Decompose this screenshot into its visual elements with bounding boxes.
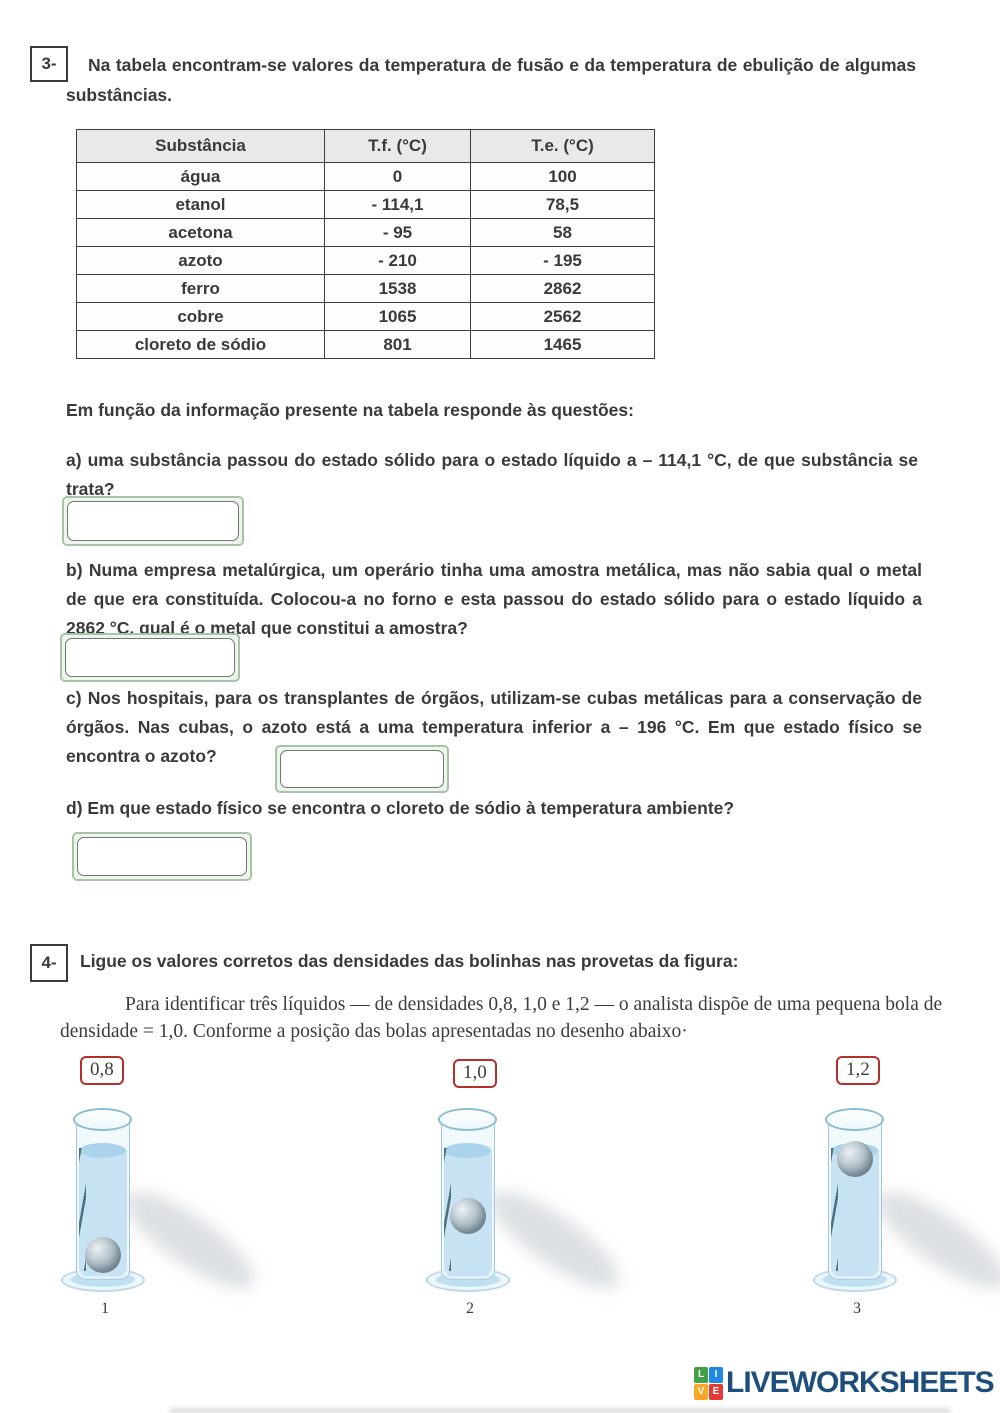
cell-te: 2862 [470,274,655,303]
question-4-passage: Para identificar três líquidos — de dens… [60,994,943,1042]
cell-substance: ferro [76,274,325,303]
cell-substance: água [76,162,325,191]
cell-te: - 195 [470,246,655,275]
table-row: acetona - 95 58 [76,218,655,247]
cell-tf: - 95 [324,218,471,247]
question-3d-body: Em que estado físico se encontra o clore… [87,798,735,818]
cell-substance: etanol [76,190,325,219]
question-4-number: 4- [41,953,57,972]
question-3-prompt: Em função da informação presente na tabe… [66,400,634,420]
question-3d-text: d) Em que estado físico se encontra o cl… [66,794,922,823]
cell-te: 78,5 [470,190,655,219]
cylinder-rim [825,1108,884,1131]
cylinder-tube [438,1108,497,1280]
question-3c-label: c) [66,688,82,708]
cell-substance: acetona [76,218,325,247]
table-row: etanol - 114,1 78,5 [76,190,655,219]
question-3d-label: d) [66,798,83,818]
answer-input-d[interactable] [77,837,247,876]
logo-square-v: V [694,1383,708,1400]
table-row: ferro 1538 2862 [76,274,655,303]
question-4-title: Ligue os valores corretos das densidades… [80,951,739,971]
cell-te: 1465 [470,330,655,359]
page-edge-artifact [170,1408,950,1413]
cell-tf: - 210 [324,246,471,275]
proveta-1[interactable]: 1 [40,1108,267,1323]
column-header-substancia: Substância [76,129,325,163]
column-header-tf: T.f. (°C) [324,129,471,163]
answer-box-a [62,496,244,546]
cylinder-1-number: 1 [101,1300,109,1317]
cylinder-graduations [79,1148,86,1271]
density-label-1-2[interactable]: 1,2 [836,1056,880,1085]
question-3c-body: Nos hospitais, para os transplantes de ó… [66,688,922,766]
answer-input-c[interactable] [280,750,444,788]
substances-table: Substância T.f. (°C) T.e. (°C) água 0 10… [76,129,655,359]
cylinder-tube [73,1108,132,1280]
density-label-1-0[interactable]: 1,0 [453,1059,497,1088]
cell-tf: 0 [324,162,471,191]
cylinder-liquid-surface [444,1143,491,1158]
proveta-3[interactable]: 3 [792,1108,1000,1323]
density-label-0-8[interactable]: 0,8 [80,1056,124,1085]
cylinder-3-number: 3 [853,1300,861,1317]
question-3-number-box: 3- [30,46,68,82]
density-ball-sunk [85,1237,121,1273]
logo-square-e: E [709,1383,723,1400]
logo-square-i: I [709,1366,723,1383]
cylinder-2-number: 2 [466,1300,474,1317]
cell-tf: 801 [324,330,471,359]
question-3-intro: Na tabela encontram-se valores da temper… [66,55,916,105]
cylinder-liquid-surface [79,1143,126,1158]
question-3b-text: b) Numa empresa metalúrgica, um operário… [66,556,922,643]
cell-substance: cloreto de sódio [76,330,325,359]
liveworksheets-logo: L I V E LIVEWORKSHEETS [694,1366,995,1400]
logo-square-l: L [694,1366,708,1383]
cell-te: 2562 [470,302,655,331]
answer-input-b[interactable] [65,638,235,677]
cell-te: 100 [470,162,655,191]
cell-tf: 1538 [324,274,471,303]
table-row: azoto - 210 - 195 [76,246,655,275]
answer-box-b [60,633,240,682]
cell-tf: - 114,1 [324,190,471,219]
cell-tf: 1065 [324,302,471,331]
question-4-number-box: 4- [30,944,68,982]
answer-input-a[interactable] [67,501,239,541]
table-row: água 0 100 [76,162,655,191]
cylinder-rim [438,1108,497,1131]
liveworksheets-logo-text: LIVEWORKSHEETS [726,1366,995,1399]
cell-te: 58 [470,218,655,247]
cylinder-graduations [831,1148,838,1271]
cell-substance: azoto [76,246,325,275]
question-3a-label: a) [66,450,82,470]
question-3a-text: a) uma substância passou do estado sólid… [66,446,918,504]
answer-box-d [72,832,252,881]
liveworksheets-logo-icon: L I V E [694,1366,723,1400]
proveta-2[interactable]: 2 [405,1108,632,1323]
question-3a-body: uma substância passou do estado sólido p… [66,450,918,499]
cylinder-graduations [444,1148,451,1271]
answer-box-c [275,745,449,793]
table-row: cloreto de sódio 801 1465 [76,330,655,359]
question-3c-text: c) Nos hospitais, para os transplantes d… [66,684,922,771]
density-ball-floating [837,1141,873,1177]
density-ball-suspended [450,1198,486,1234]
question-3-number: 3- [41,54,57,73]
question-3b-body: Numa empresa metalúrgica, um operário ti… [66,560,922,638]
cell-substance: cobre [76,302,325,331]
column-header-te: T.e. (°C) [470,129,655,163]
table-row: cobre 1065 2562 [76,302,655,331]
cylinder-rim [73,1108,132,1131]
table-header-row: Substância T.f. (°C) T.e. (°C) [76,129,655,163]
question-3b-label: b) [66,560,83,580]
cylinder-tube [825,1108,884,1280]
